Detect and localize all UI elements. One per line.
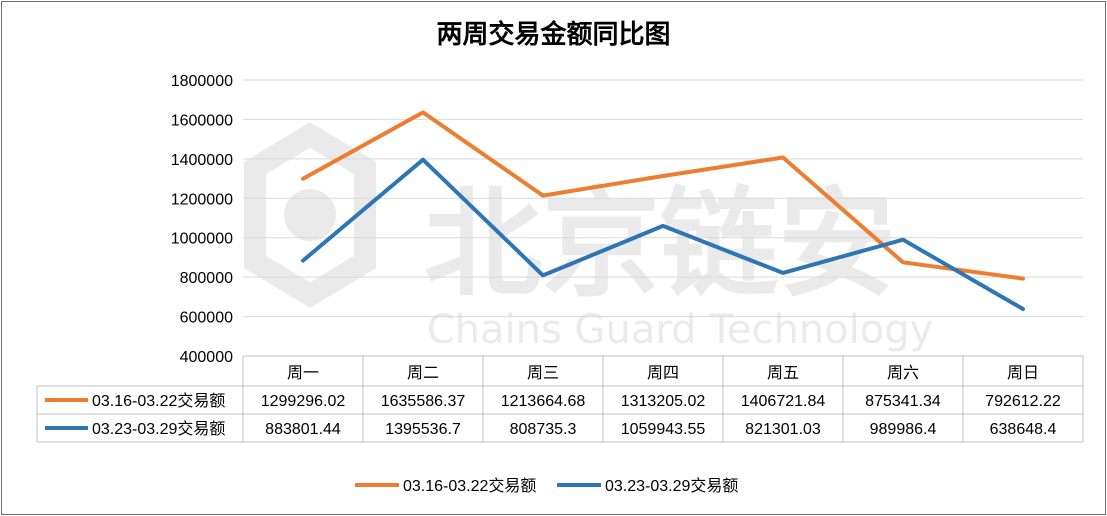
watermark: 北京链安 Chains Guard Technology (244, 122, 934, 353)
data-label: 1395536.7 (385, 421, 461, 438)
data-label: 1313205.02 (621, 393, 706, 410)
x-tick-label: 周一 (287, 365, 319, 382)
y-tick-label: 1200000 (171, 191, 233, 208)
x-tick-label: 周二 (407, 365, 439, 382)
table-series-name: 03.23-03.29交易额 (92, 420, 225, 438)
data-label: 883801.44 (265, 421, 341, 438)
x-tick-label: 周六 (887, 364, 919, 382)
watermark-logo-center-icon (284, 189, 336, 241)
x-tick-label: 周四 (647, 365, 679, 382)
watermark-logo-icon (244, 122, 376, 308)
data-label: 1635586.37 (381, 393, 466, 410)
y-tick-label: 1000000 (171, 231, 233, 248)
data-label: 1213664.68 (501, 393, 586, 410)
data-label: 808735.3 (510, 421, 577, 438)
y-tick-label: 600000 (180, 310, 233, 327)
table-series-name: 03.16-03.22交易额 (92, 392, 225, 410)
y-tick-label: 1400000 (171, 152, 233, 169)
data-label: 875341.34 (865, 393, 941, 410)
data-label: 1059943.55 (621, 421, 706, 438)
y-tick-label: 1600000 (171, 112, 233, 129)
y-tick-label: 800000 (180, 270, 233, 287)
x-tick-label: 周五 (767, 365, 799, 382)
x-tick-label: 周日 (1007, 365, 1039, 382)
y-tick-label: 400000 (180, 349, 233, 366)
legend-label: 03.16-03.22交易额 (403, 477, 536, 495)
data-label: 638648.4 (990, 421, 1057, 438)
data-label: 792612.22 (985, 393, 1061, 410)
data-label: 989986.4 (870, 421, 937, 438)
data-label: 1406721.84 (741, 393, 826, 410)
chart-title: 两周交易金额同比图 (436, 20, 671, 50)
data-label: 1299296.02 (261, 393, 346, 410)
watermark-en: Chains Guard Technology (427, 307, 934, 353)
y-tick-label: 1800000 (171, 73, 233, 90)
legend-label: 03.23-03.29交易额 (605, 477, 738, 495)
data-label: 821301.03 (745, 421, 821, 438)
x-tick-label: 周三 (527, 365, 559, 382)
